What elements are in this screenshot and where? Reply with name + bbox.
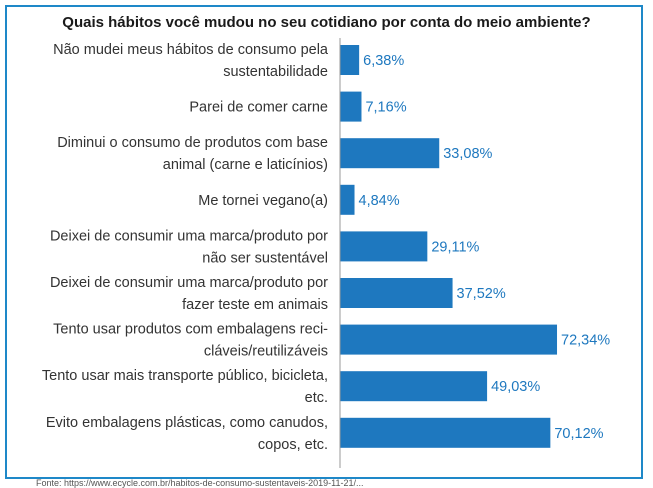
value-label-7: 72,34%	[561, 333, 610, 349]
category-label-9: Evito embalagens plásticas, como canudos…	[46, 415, 328, 453]
bar-3	[340, 138, 440, 169]
bar-9	[340, 417, 551, 448]
source-note: Fonte: https://www.ecycle.com.br/habitos…	[36, 478, 364, 488]
bar-2	[340, 91, 362, 122]
value-label-6: 37,52%	[457, 286, 506, 302]
value-label-3: 33,08%	[443, 146, 492, 162]
chart-title: Quais hábitos você mudou no seu cotidian…	[62, 14, 591, 31]
category-label-4: Me tornei vegano(a)	[198, 193, 328, 209]
bar-4	[340, 184, 355, 215]
category-label-6: Deixei de consumir uma marca/produto por…	[50, 275, 328, 313]
value-label-1: 6,38%	[363, 53, 404, 69]
category-label-1: Não mudei meus hábitos de consumo pela su…	[53, 42, 329, 80]
category-label-2: Parei de comer carne	[189, 100, 328, 116]
value-label-2: 7,16%	[365, 100, 406, 116]
bar-5	[340, 231, 428, 262]
value-label-9: 70,12%	[554, 426, 603, 442]
bar-6	[340, 278, 453, 308]
bar-8	[340, 371, 488, 402]
category-label-7: Tento usar produtos com embalagens reci-…	[53, 322, 328, 360]
chart-frame	[5, 5, 643, 479]
category-label-3: Diminui o consumo de produtos com base an…	[57, 135, 328, 173]
value-label-8: 49,03%	[491, 379, 540, 395]
category-label-8: Tento usar mais transporte público, bici…	[42, 368, 328, 406]
value-label-5: 29,11%	[431, 239, 479, 255]
bar-1	[340, 45, 360, 75]
bar-7	[340, 324, 558, 355]
category-label-5: Deixei de consumir uma marca/produto por…	[50, 228, 328, 266]
value-label-4: 4,84%	[359, 193, 400, 209]
